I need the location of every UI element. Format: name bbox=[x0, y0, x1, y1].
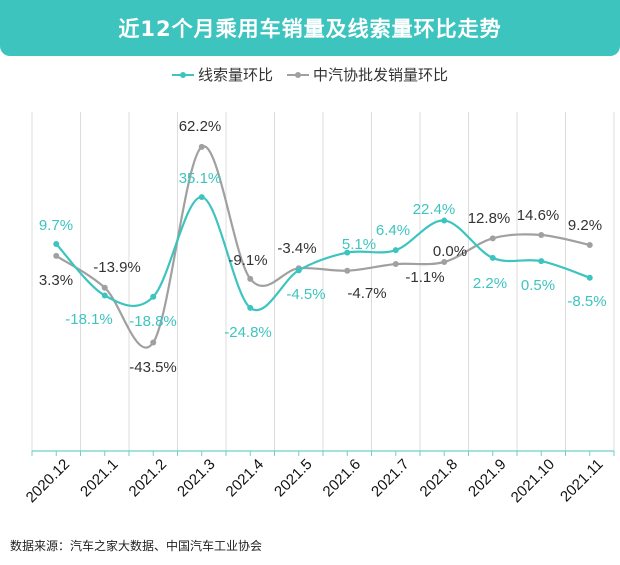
data-point bbox=[198, 194, 205, 201]
data-point bbox=[344, 249, 351, 256]
data-label: -24.8% bbox=[224, 324, 272, 341]
data-point bbox=[392, 247, 399, 254]
data-label: 35.1% bbox=[179, 170, 222, 187]
data-label: -9.1% bbox=[228, 252, 267, 269]
data-point bbox=[441, 259, 448, 265]
data-label: 9.7% bbox=[39, 217, 73, 234]
data-point bbox=[392, 261, 399, 268]
data-point bbox=[586, 241, 593, 248]
legend-marker-leads bbox=[171, 71, 194, 78]
data-point bbox=[150, 293, 157, 300]
legend-item-caam: 中汽协批发销量环比 bbox=[287, 64, 448, 85]
x-tick-label: 2021.11 bbox=[557, 456, 607, 506]
x-tick-label: 2021.3 bbox=[174, 456, 218, 500]
data-point bbox=[538, 231, 545, 238]
data-point bbox=[198, 143, 205, 150]
data-point bbox=[53, 241, 60, 248]
title-bar: 近12个月乘用车销量及线索量环比走势 bbox=[0, 0, 620, 56]
x-tick-label: 2021.10 bbox=[508, 456, 558, 506]
legend-label-caam: 中汽协批发销量环比 bbox=[313, 66, 449, 84]
data-label: 6.4% bbox=[376, 222, 410, 239]
data-label: -4.5% bbox=[286, 286, 325, 303]
data-label: 9.2% bbox=[568, 217, 602, 234]
legend-label-leads: 线索量环比 bbox=[197, 66, 273, 84]
x-tick-label: 2021.4 bbox=[223, 456, 267, 500]
legend: 线索量环比 中汽协批发销量环比 bbox=[0, 64, 620, 85]
data-point bbox=[150, 339, 157, 346]
data-label: 0.5% bbox=[521, 277, 555, 294]
data-label: -3.4% bbox=[277, 240, 316, 257]
data-label: -18.1% bbox=[65, 311, 113, 328]
data-label: 5.1% bbox=[342, 236, 376, 253]
legend-marker-caam bbox=[287, 71, 309, 78]
data-label: -43.5% bbox=[129, 359, 177, 376]
x-tick-label: 2021.1 bbox=[77, 456, 121, 500]
x-tick-label: 2021.5 bbox=[271, 456, 315, 500]
data-source-note: 数据来源：汽车之家大数据、中国汽车工业协会 bbox=[10, 539, 263, 553]
data-point bbox=[247, 304, 254, 311]
data-label: -4.7% bbox=[347, 285, 386, 302]
data-label: 12.8% bbox=[468, 210, 511, 227]
x-tick-label: 2020.12 bbox=[23, 456, 73, 506]
data-point bbox=[344, 267, 351, 274]
data-label: -13.9% bbox=[93, 259, 141, 276]
data-label: -8.5% bbox=[567, 293, 606, 310]
data-label: 3.3% bbox=[39, 272, 73, 289]
data-point bbox=[586, 274, 593, 281]
x-tick-label: 2021.9 bbox=[465, 456, 509, 500]
chart-title: 近12个月乘用车销量及线索量环比走势 bbox=[118, 17, 502, 41]
legend-item-leads: 线索量环比 bbox=[171, 64, 273, 85]
data-label: 0.0% bbox=[433, 243, 467, 260]
data-label: -1.1% bbox=[405, 269, 444, 286]
data-point bbox=[101, 284, 108, 291]
x-tick-label: 2021.2 bbox=[126, 456, 170, 500]
data-label: 14.6% bbox=[517, 207, 560, 224]
x-tick-label: 2021.6 bbox=[320, 456, 364, 500]
data-label: 62.2% bbox=[179, 118, 222, 135]
data-point bbox=[295, 267, 302, 274]
data-point bbox=[247, 275, 254, 282]
data-label: 2.2% bbox=[473, 275, 507, 292]
data-point bbox=[538, 258, 545, 265]
data-point bbox=[489, 235, 496, 242]
data-point bbox=[101, 292, 108, 299]
data-point bbox=[489, 254, 496, 261]
x-tick-label: 2021.8 bbox=[417, 456, 461, 500]
data-point bbox=[441, 217, 448, 224]
data-label: 22.4% bbox=[413, 201, 456, 218]
data-point bbox=[53, 252, 60, 259]
data-label: -18.8% bbox=[129, 313, 177, 330]
x-tick-label: 2021.7 bbox=[368, 456, 412, 500]
